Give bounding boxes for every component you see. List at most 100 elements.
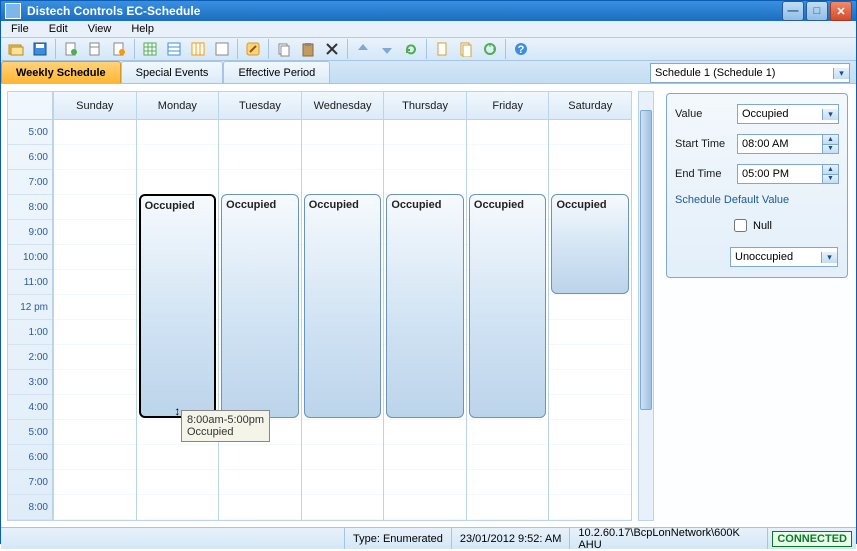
default-value-select[interactable]: Unoccupied ▾ bbox=[730, 247, 838, 267]
event-tooltip: 8:00am-5:00pm Occupied bbox=[181, 410, 270, 442]
tool-sheet3-icon[interactable] bbox=[187, 38, 209, 60]
tool-doc3-icon[interactable] bbox=[108, 38, 130, 60]
tool-delete-icon[interactable] bbox=[321, 38, 343, 60]
tool-sync-icon[interactable] bbox=[479, 38, 501, 60]
days-container: SundayMondayOccupied↕TuesdayOccupiedWedn… bbox=[53, 91, 632, 521]
menu-help[interactable]: Help bbox=[127, 21, 158, 37]
chevron-down-icon: ▾ bbox=[822, 109, 838, 120]
tool-up-icon[interactable] bbox=[352, 38, 374, 60]
time-slot: 1:00 bbox=[8, 320, 52, 345]
tool-page1-icon[interactable] bbox=[431, 38, 453, 60]
window-title: Distech Controls EC-Schedule bbox=[27, 4, 782, 18]
default-value-header: Schedule Default Value bbox=[675, 194, 839, 206]
day-column-wednesday[interactable]: Wednesday Occupied bbox=[302, 91, 385, 521]
spin-down-icon[interactable]: ▼ bbox=[823, 175, 838, 184]
day-body[interactable]: Occupied bbox=[549, 120, 631, 520]
tool-save-icon[interactable] bbox=[29, 38, 51, 60]
schedule-event[interactable]: Occupied bbox=[469, 194, 547, 418]
time-slot: 3:00 bbox=[8, 370, 52, 395]
day-column-thursday[interactable]: Thursday Occupied bbox=[384, 91, 467, 521]
schedule-event[interactable]: Occupied bbox=[221, 194, 299, 418]
null-checkbox[interactable] bbox=[734, 219, 747, 232]
tool-help-icon[interactable]: ? bbox=[510, 38, 532, 60]
time-slot: 9:00 bbox=[8, 220, 52, 245]
scrollbar-thumb[interactable] bbox=[640, 110, 652, 410]
tool-edit-icon[interactable] bbox=[242, 38, 264, 60]
schedule-grid: 5:006:007:008:009:0010:0011:0012 pm1:002… bbox=[1, 85, 638, 527]
close-button[interactable]: ✕ bbox=[830, 1, 852, 21]
time-slot: 7:00 bbox=[8, 470, 52, 495]
value-select[interactable]: Occupied ▾ bbox=[737, 104, 839, 124]
schedule-event[interactable]: Occupied↕ bbox=[139, 194, 217, 418]
time-slot: 6:00 bbox=[8, 145, 52, 170]
statusbar: Type: Enumerated 23/01/2012 9:52: AM 10.… bbox=[1, 527, 856, 549]
time-slot: 4:00 bbox=[8, 395, 52, 420]
schedule-select[interactable]: Schedule 1 (Schedule 1) ▾ bbox=[650, 63, 850, 83]
properties-panel: Value Occupied ▾ Start Time 08:00 AM ▲▼ … bbox=[666, 93, 848, 278]
tabbar: Weekly Schedule Special Events Effective… bbox=[1, 61, 856, 84]
tool-doc1-icon[interactable] bbox=[60, 38, 82, 60]
start-time-input[interactable]: 08:00 AM ▲▼ bbox=[737, 134, 839, 154]
tool-copy-icon[interactable] bbox=[273, 38, 295, 60]
tab-special-events[interactable]: Special Events bbox=[121, 61, 224, 83]
time-column: 5:006:007:008:009:0010:0011:0012 pm1:002… bbox=[7, 91, 53, 521]
menu-view[interactable]: View bbox=[84, 21, 116, 37]
spin-down-icon[interactable]: ▼ bbox=[823, 145, 838, 154]
minimize-button[interactable]: — bbox=[782, 1, 804, 21]
day-header: Saturday bbox=[549, 92, 631, 120]
time-slot: 5:00 bbox=[8, 420, 52, 445]
spin-up-icon[interactable]: ▲ bbox=[823, 165, 838, 175]
day-column-tuesday[interactable]: Tuesday Occupied bbox=[219, 91, 302, 521]
day-header: Thursday bbox=[384, 92, 466, 120]
schedule-event[interactable]: Occupied bbox=[386, 194, 464, 418]
content-area: 5:006:007:008:009:0010:0011:0012 pm1:002… bbox=[1, 84, 856, 527]
svg-text:?: ? bbox=[518, 44, 525, 56]
day-column-saturday[interactable]: Saturday Occupied bbox=[549, 91, 632, 521]
time-slot: 7:00 bbox=[8, 170, 52, 195]
tool-down-icon[interactable] bbox=[376, 38, 398, 60]
tool-sheet1-icon[interactable] bbox=[139, 38, 161, 60]
resize-handle-icon[interactable]: ↕ bbox=[174, 404, 180, 418]
tab-weekly-schedule[interactable]: Weekly Schedule bbox=[1, 61, 121, 83]
app-window: Distech Controls EC-Schedule — □ ✕ File … bbox=[0, 0, 857, 544]
status-connected: CONNECTED bbox=[772, 531, 852, 547]
time-slot: 6:00 bbox=[8, 445, 52, 470]
day-body[interactable] bbox=[54, 120, 136, 520]
day-body[interactable]: Occupied bbox=[219, 120, 301, 520]
chevron-down-icon: ▾ bbox=[821, 252, 837, 263]
tool-page2-icon[interactable] bbox=[455, 38, 477, 60]
properties-panel-wrap: Value Occupied ▾ Start Time 08:00 AM ▲▼ … bbox=[658, 85, 856, 527]
tool-open-icon[interactable] bbox=[5, 38, 27, 60]
tab-effective-period[interactable]: Effective Period bbox=[223, 61, 330, 83]
menu-edit[interactable]: Edit bbox=[45, 21, 72, 37]
tool-sheet2-icon[interactable] bbox=[163, 38, 185, 60]
schedule-event[interactable]: Occupied bbox=[551, 194, 629, 294]
spin-up-icon[interactable]: ▲ bbox=[823, 135, 838, 145]
day-header: Wednesday bbox=[302, 92, 384, 120]
schedule-select-value: Schedule 1 (Schedule 1) bbox=[651, 67, 833, 79]
tool-refresh-icon[interactable] bbox=[400, 38, 422, 60]
null-label: Null bbox=[753, 220, 772, 232]
day-body[interactable]: Occupied↕ bbox=[137, 120, 219, 520]
day-body[interactable]: Occupied bbox=[302, 120, 384, 520]
time-slot: 10:00 bbox=[8, 245, 52, 270]
day-column-monday[interactable]: MondayOccupied↕ bbox=[137, 91, 220, 521]
end-time-input[interactable]: 05:00 PM ▲▼ bbox=[737, 164, 839, 184]
start-time-label: Start Time bbox=[675, 138, 737, 150]
day-column-friday[interactable]: FridayOccupied bbox=[467, 91, 550, 521]
day-column-sunday[interactable]: Sunday bbox=[53, 91, 137, 521]
day-header: Sunday bbox=[54, 92, 136, 120]
maximize-button[interactable]: □ bbox=[806, 1, 828, 21]
vertical-scrollbar[interactable] bbox=[638, 91, 654, 521]
tool-paste-icon[interactable] bbox=[297, 38, 319, 60]
day-body[interactable]: Occupied bbox=[384, 120, 466, 520]
tool-sheet4-icon[interactable] bbox=[211, 38, 233, 60]
time-slot: 8:00 bbox=[8, 495, 52, 520]
tool-doc2-icon[interactable] bbox=[84, 38, 106, 60]
day-body[interactable]: Occupied bbox=[467, 120, 549, 520]
day-header: Tuesday bbox=[219, 92, 301, 120]
schedule-event[interactable]: Occupied bbox=[304, 194, 382, 418]
chevron-down-icon: ▾ bbox=[833, 68, 849, 79]
menu-file[interactable]: File bbox=[7, 21, 33, 37]
status-path: 10.2.60.17\BcpLonNetwork\600K AHU bbox=[570, 528, 768, 549]
